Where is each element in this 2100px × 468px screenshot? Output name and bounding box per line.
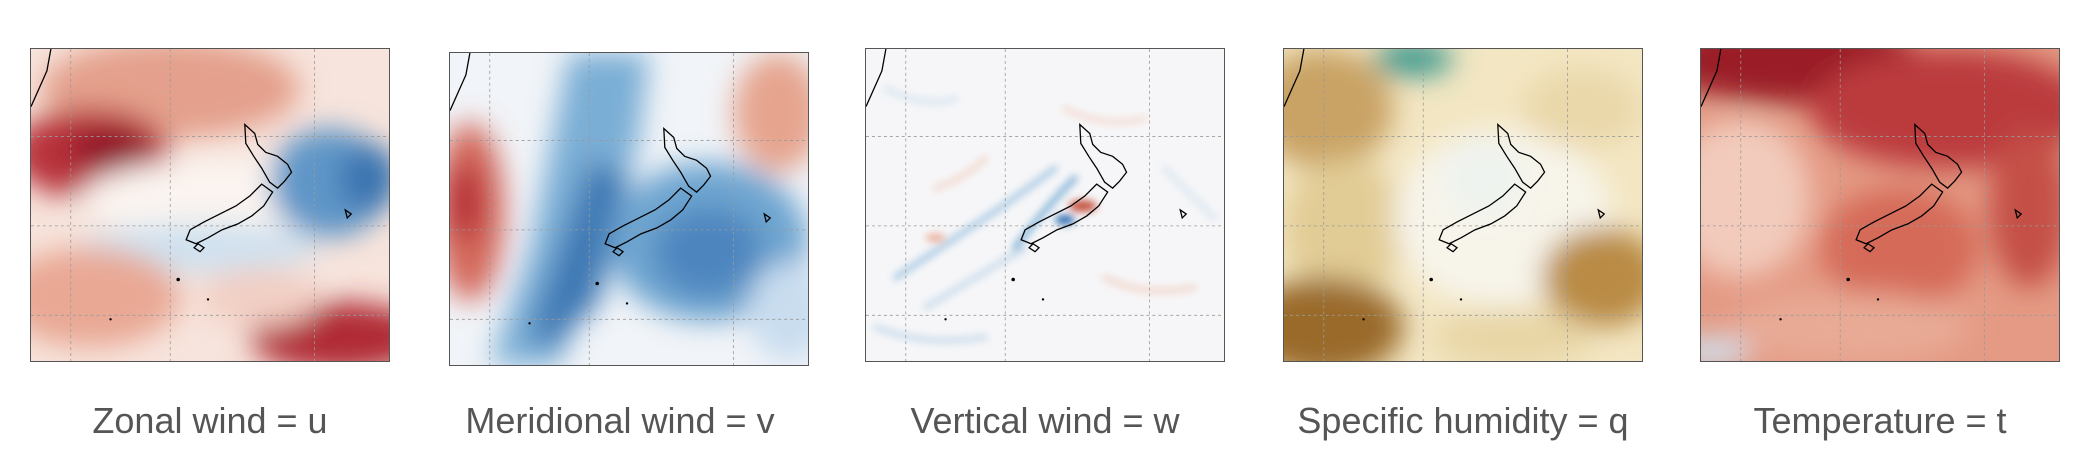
map-temperature xyxy=(1700,48,2060,362)
coastline-nz xyxy=(866,49,1188,253)
map-vertical-wind xyxy=(865,48,1225,362)
coastline-nz xyxy=(450,53,772,257)
map-meridional-wind xyxy=(449,52,809,366)
map-specific-humidity xyxy=(1283,48,1643,362)
specific-humidity-field xyxy=(1284,49,1642,361)
temperature-field xyxy=(1701,49,2059,361)
caption-vertical-wind: Vertical wind = w xyxy=(910,400,1180,441)
meridional-wind-field xyxy=(450,53,808,365)
caption-meridional-wind: Meridional wind = v xyxy=(465,400,775,441)
map-zonal-wind xyxy=(30,48,390,362)
zonal-wind-field xyxy=(31,49,389,361)
coastline-nz xyxy=(31,49,353,253)
caption-temperature: Temperature = t xyxy=(1753,400,2007,441)
caption-zonal-wind: Zonal wind = u xyxy=(92,400,328,441)
vertical-wind-field xyxy=(866,49,1224,361)
coastline-nz xyxy=(1701,49,2023,253)
caption-specific-humidity: Specific humidity = q xyxy=(1297,400,1629,441)
coastline-nz xyxy=(1284,49,1606,253)
